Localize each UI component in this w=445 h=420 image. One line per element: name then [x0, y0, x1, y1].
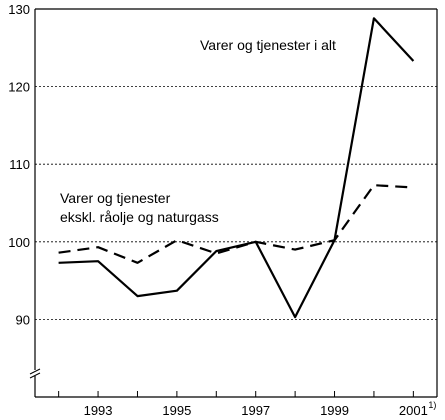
y-axis-break-mark-2: [29, 372, 41, 379]
series-line-excl-oil-gas: [58, 184, 414, 264]
series-line-total: [58, 17, 415, 319]
y-tick-label-90: 90: [16, 312, 30, 327]
x-tick-label-1995: 1995: [162, 403, 191, 418]
series-label-total: Varer og tjenester i alt: [200, 37, 336, 53]
y-tick-label-110: 110: [9, 157, 30, 172]
x-tick-labels: 1993 1995 1997 1999 2001 1): [84, 400, 437, 418]
x-tick-label-2001: 2001: [399, 403, 428, 418]
y-axis-break-mark-1: [29, 368, 41, 375]
series-label-excl-oil-line1: Varer og tjenester: [60, 190, 171, 206]
y-tick-label-120: 120: [8, 80, 30, 95]
y-tick-label-100: 100: [8, 235, 30, 250]
y-axis-break-gap: [30, 370, 40, 376]
x-tick-label-1997: 1997: [241, 403, 270, 418]
y-axis-break: [29, 368, 41, 379]
x-tick-footnote: 1): [428, 400, 436, 410]
x-tick-label-1993: 1993: [84, 403, 113, 418]
series-lines: [58, 17, 415, 319]
series-label-excl-oil-line2: ekskl. råolje og naturgass: [60, 209, 219, 225]
x-tick-label-1999: 1999: [320, 403, 349, 418]
gridlines: [35, 86, 437, 320]
y-tick-labels: 90 100 110 120 130: [8, 2, 30, 327]
axes: [29, 8, 438, 398]
y-tick-label-130: 130: [8, 2, 30, 17]
